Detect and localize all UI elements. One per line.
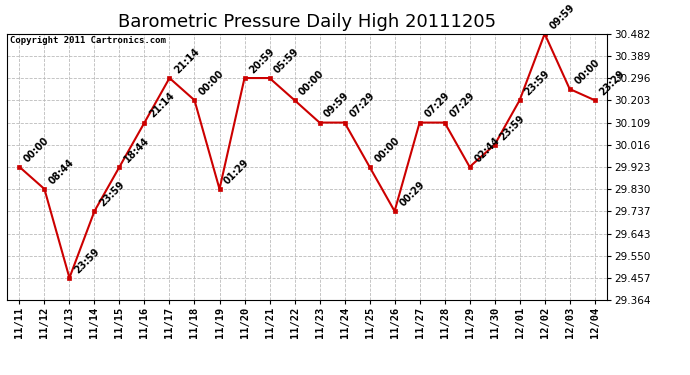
Text: Copyright 2011 Cartronics.com: Copyright 2011 Cartronics.com: [10, 36, 166, 45]
Text: 01:29: 01:29: [222, 157, 251, 186]
Text: 05:59: 05:59: [273, 46, 302, 75]
Text: 23:59: 23:59: [97, 179, 126, 209]
Text: 18:44: 18:44: [122, 135, 151, 164]
Text: 07:29: 07:29: [347, 91, 376, 120]
Text: 00:29: 00:29: [397, 179, 426, 209]
Text: 23:59: 23:59: [522, 68, 551, 98]
Text: 00:00: 00:00: [297, 68, 326, 98]
Text: 08:44: 08:44: [47, 157, 77, 186]
Text: 20:59: 20:59: [247, 46, 276, 75]
Text: 07:29: 07:29: [422, 91, 451, 120]
Text: 09:59: 09:59: [322, 91, 351, 120]
Text: 00:00: 00:00: [373, 135, 402, 164]
Text: 09:59: 09:59: [547, 2, 576, 31]
Text: 00:00: 00:00: [573, 57, 602, 86]
Title: Barometric Pressure Daily High 20111205: Barometric Pressure Daily High 20111205: [118, 13, 496, 31]
Text: 21:14: 21:14: [172, 46, 201, 75]
Text: 02:44: 02:44: [473, 135, 502, 164]
Text: 23:29: 23:29: [598, 68, 627, 98]
Text: 21:14: 21:14: [147, 91, 176, 120]
Text: 00:00: 00:00: [197, 68, 226, 98]
Text: 23:59: 23:59: [497, 113, 526, 142]
Text: 23:59: 23:59: [72, 246, 101, 275]
Text: 00:00: 00:00: [22, 135, 51, 164]
Text: 07:29: 07:29: [447, 91, 476, 120]
